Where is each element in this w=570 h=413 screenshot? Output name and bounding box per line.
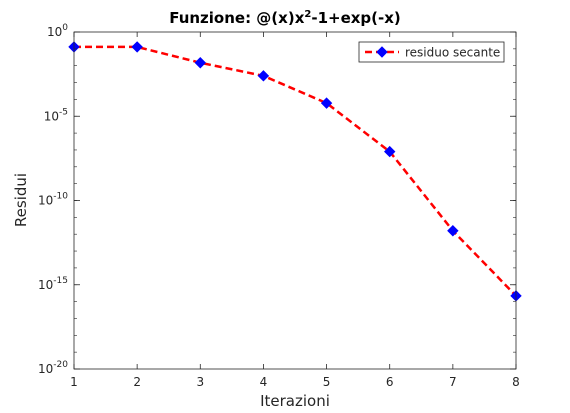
data-point-3	[194, 57, 206, 69]
y-tick-label: 100	[47, 23, 68, 39]
data-point-5	[320, 97, 333, 109]
chart-title-suffix: -1+exp(-x)	[311, 9, 401, 27]
x-tick-label: 8	[512, 375, 520, 389]
chart-title-prefix: Funzione: @(x)x	[169, 9, 305, 27]
data-point-6	[384, 145, 396, 158]
legend-marker-sample	[376, 46, 388, 58]
legend-label: residuo secante	[405, 46, 500, 60]
data-point-4	[257, 70, 270, 82]
y-tick-label: 10-15	[38, 276, 68, 292]
chart-title-exponent: 2	[304, 9, 312, 20]
x-tick-label: 7	[449, 375, 457, 389]
x-axis-label: Iterazioni	[260, 392, 330, 410]
y-axis-label: Residui	[12, 173, 30, 227]
x-tick-label: 6	[386, 375, 394, 389]
legend-box	[358, 41, 505, 63]
y-tick-label: 10-5	[44, 107, 68, 123]
plot-area	[74, 32, 516, 369]
data-point-2	[131, 41, 143, 53]
chart-title: Funzione: @(x)x2-1+exp(-x)	[0, 9, 570, 27]
y-tick-label: 10-10	[38, 192, 68, 208]
data-point-7	[447, 225, 459, 237]
x-tick-label: 3	[196, 375, 204, 389]
x-tick-label: 5	[323, 375, 331, 389]
x-tick-label: 1	[70, 375, 78, 389]
x-tick-label: 2	[133, 375, 141, 389]
y-tick-label: 10-20	[38, 360, 68, 376]
x-tick-label: 4	[260, 375, 268, 389]
